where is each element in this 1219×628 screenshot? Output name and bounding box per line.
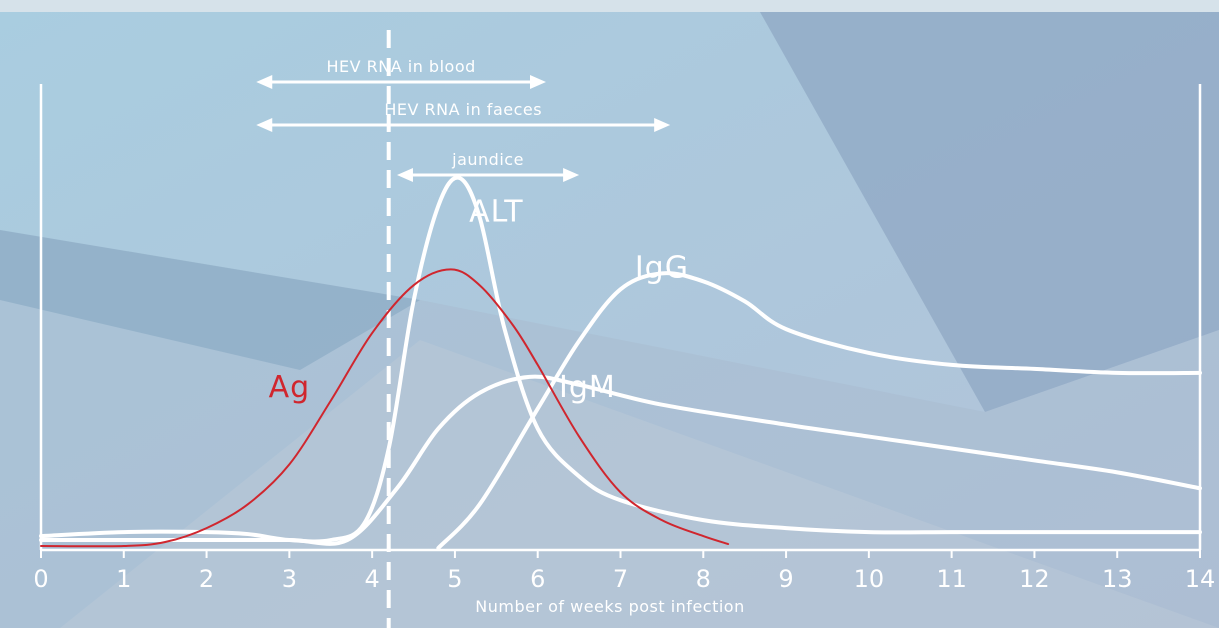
x-tick-label-3: 3 [282, 565, 297, 593]
x-tick-label-7: 7 [613, 565, 628, 593]
series-alt-line [39, 175, 1202, 544]
x-tick-label-9: 9 [778, 565, 793, 593]
interval-0: HEV RNA in blood [256, 57, 546, 89]
series-label-ag: Ag [269, 370, 311, 405]
series-label-igm: IgM [559, 370, 616, 405]
series-igm-line [39, 374, 1202, 546]
x-tick-label-6: 6 [530, 565, 545, 593]
x-tick-label-11: 11 [936, 565, 967, 593]
series-ag-line [40, 268, 730, 548]
x-tick-label-8: 8 [696, 565, 711, 593]
axes [39, 84, 1202, 552]
series-labels: ALT IgM IgG Ag [269, 195, 689, 405]
interval-label-0: HEV RNA in blood [326, 57, 475, 76]
series-label-igg: IgG [635, 250, 689, 285]
series-igg-line [436, 271, 1202, 550]
series-label-alt: ALT [469, 195, 523, 230]
x-ticks [40, 550, 1201, 558]
x-tick-label-1: 1 [116, 565, 131, 593]
x-tick-label-13: 13 [1102, 565, 1133, 593]
x-tick-label-12: 12 [1019, 565, 1050, 593]
x-tick-label-4: 4 [365, 565, 380, 593]
interval-1: HEV RNA in faeces [256, 100, 671, 132]
x-tick-label-2: 2 [199, 565, 214, 593]
x-tick-label-14: 14 [1185, 565, 1216, 593]
interval-2: jaundice [396, 150, 580, 182]
x-tick-labels: 0 1 2 3 4 5 6 7 8 9 10 11 12 13 14 [33, 565, 1215, 593]
x-tick-label-0: 0 [33, 565, 48, 593]
x-axis-label: Number of weeks post infection [475, 597, 744, 616]
series-lines [39, 175, 1202, 550]
interval-label-2: jaundice [451, 150, 524, 169]
interval-label-1: HEV RNA in faeces [384, 100, 542, 119]
interval-arrows: HEV RNA in blood HEV RNA in faeces jaundic… [256, 57, 671, 182]
x-tick-label-10: 10 [854, 565, 885, 593]
x-tick-label-5: 5 [447, 565, 462, 593]
